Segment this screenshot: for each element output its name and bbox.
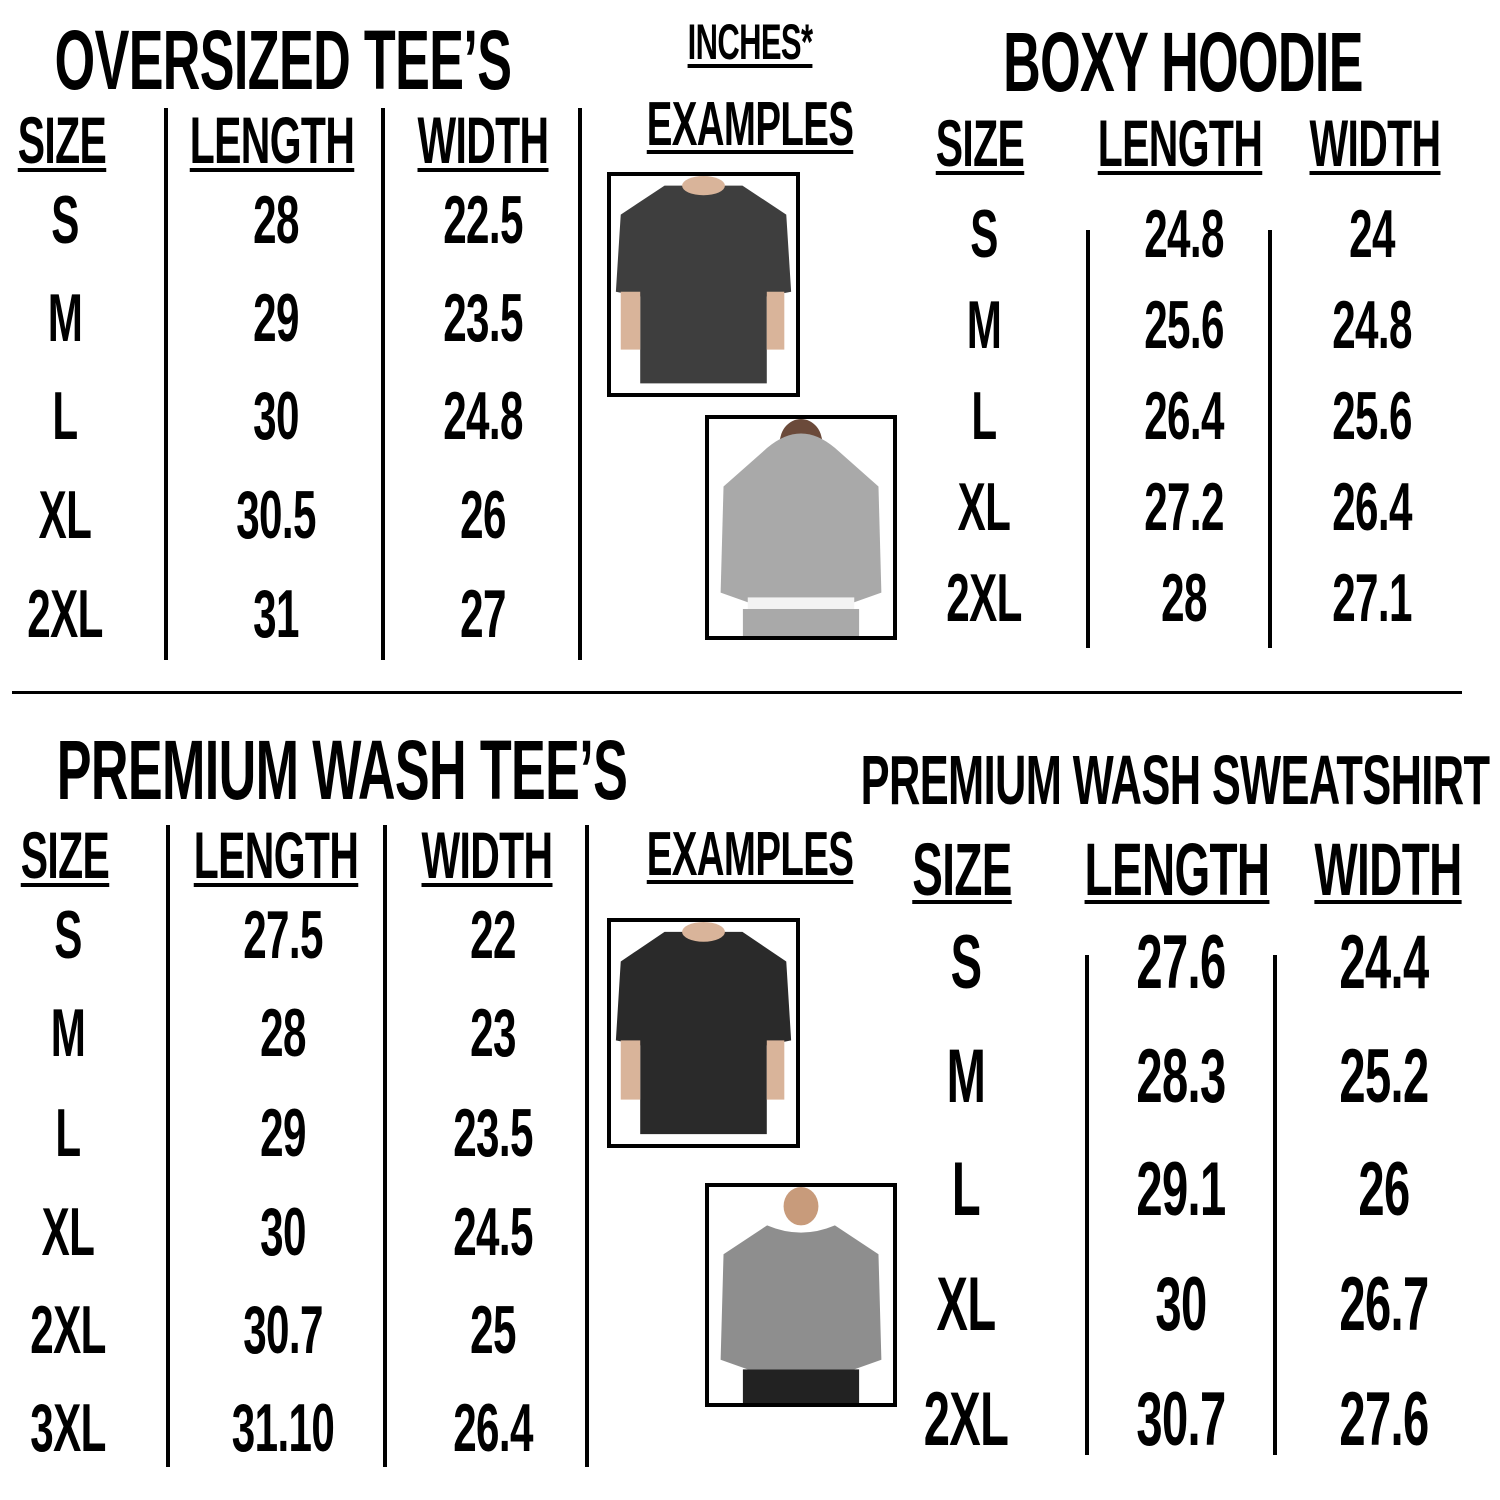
oversized-tees-width-cell: 26 xyxy=(460,477,506,553)
premium-wash-sweatshirt-length-cell: 30 xyxy=(1155,1262,1207,1347)
premium-wash-sweatshirt-size-cell: XL xyxy=(936,1262,997,1347)
oversized-tees-header-width: WIDTH xyxy=(417,103,550,177)
premium-wash-sweatshirt-size-cell: S xyxy=(950,920,982,1005)
oversized-tees-width-cell: 22.5 xyxy=(443,182,523,258)
premium-wash-sweatshirt-width-cell: 27.6 xyxy=(1339,1377,1429,1462)
premium-wash-tees-length-cell: 27.5 xyxy=(243,897,323,973)
boxy-hoodie-width-cell: 24.8 xyxy=(1332,287,1412,363)
premium-wash-tees-size-cell: L xyxy=(55,1095,81,1171)
boxy-hoodie-size-cell: S xyxy=(970,196,998,272)
premium-wash-sweatshirt-width-cell: 24.4 xyxy=(1339,920,1429,1005)
boxy-hoodie-length-cell: 24.8 xyxy=(1144,196,1224,272)
premium-wash-tees-size-cell: M xyxy=(50,995,86,1071)
column-divider xyxy=(1268,230,1272,648)
premium-wash-tees-width-cell: 26.4 xyxy=(453,1390,533,1466)
boxy-hoodie-size-cell: L xyxy=(971,378,997,454)
oversized-tees-width-cell: 27 xyxy=(460,576,506,652)
premium-wash-sweatshirt-header-width: WIDTH xyxy=(1314,828,1462,911)
oversized-tees-size-cell: XL xyxy=(38,477,92,553)
premium-wash-tee-photo xyxy=(607,918,800,1148)
column-divider xyxy=(164,108,168,660)
premium-wash-tees-width-cell: 23.5 xyxy=(453,1095,533,1171)
premium-wash-tees-header-width: WIDTH xyxy=(421,818,554,892)
premium-wash-tees-width-cell: 24.5 xyxy=(453,1194,533,1270)
column-divider xyxy=(578,108,582,660)
boxy-hoodie-size-cell: XL xyxy=(957,469,1011,545)
oversized-tees-size-cell: M xyxy=(47,280,83,356)
oversized-tees-length-cell: 29 xyxy=(253,280,299,356)
boxy-hoodie-length-cell: 28 xyxy=(1161,560,1207,636)
premium-wash-sweatshirt-size-cell: L xyxy=(951,1147,981,1232)
premium-wash-sweatshirt-length-cell: 27.6 xyxy=(1136,920,1226,1005)
column-divider xyxy=(383,825,387,1467)
premium-wash-sweatshirt-size-cell: 2XL xyxy=(923,1377,1009,1462)
boxy-hoodie-length-cell: 26.4 xyxy=(1144,378,1224,454)
boxy-hoodie-width-cell: 27.1 xyxy=(1332,560,1412,636)
premium-wash-tees-size-cell: S xyxy=(54,897,82,973)
boxy-hoodie-size-cell: M xyxy=(966,287,1002,363)
column-divider xyxy=(585,825,589,1467)
oversized-tees-length-cell: 30 xyxy=(253,378,299,454)
premium-wash-sweatshirt-length-cell: 28.3 xyxy=(1136,1034,1226,1119)
premium-wash-sweatshirt-width-cell: 26.7 xyxy=(1339,1262,1429,1347)
examples-label: EXAMPLES xyxy=(646,90,854,159)
premium-wash-sweatshirt-size-cell: M xyxy=(946,1034,986,1119)
oversized-tees-width-cell: 24.8 xyxy=(443,378,523,454)
premium-wash-tees-length-cell: 30.7 xyxy=(243,1292,323,1368)
column-divider xyxy=(166,825,170,1467)
boxy-hoodie-length-cell: 27.2 xyxy=(1144,469,1224,545)
premium-wash-sweatshirt-width-cell: 26 xyxy=(1358,1147,1410,1232)
oversized-tees-size-cell: 2XL xyxy=(27,576,103,652)
oversized-tees-title: OVERSIZED TEE’S xyxy=(54,13,512,107)
boxy-hoodie-size-cell: 2XL xyxy=(946,560,1022,636)
section-divider xyxy=(12,691,1462,694)
premium-wash-sweatshirt-length-cell: 29.1 xyxy=(1136,1147,1226,1232)
oversized-tees-width-cell: 23.5 xyxy=(443,280,523,356)
boxy-hoodie-title: BOXY HOODIE xyxy=(1003,15,1363,109)
boxy-hoodie-header-width: WIDTH xyxy=(1309,106,1442,180)
oversized-tees-length-cell: 30.5 xyxy=(236,477,316,553)
column-divider xyxy=(1086,230,1090,648)
oversized-tees-size-cell: S xyxy=(51,182,79,258)
oversized-tees-header-size: SIZE xyxy=(17,103,107,177)
oversized-tees-header-length: LENGTH xyxy=(189,103,355,177)
boxy-hoodie-width-cell: 26.4 xyxy=(1332,469,1412,545)
premium-wash-tees-length-cell: 29 xyxy=(260,1095,306,1171)
oversized-tees-length-cell: 28 xyxy=(253,182,299,258)
column-divider xyxy=(1085,955,1089,1455)
oversized-tees-length-cell: 31 xyxy=(253,576,299,652)
premium-wash-tees-length-cell: 28 xyxy=(260,995,306,1071)
premium-wash-tees-width-cell: 22 xyxy=(470,897,516,973)
boxy-hoodie-width-cell: 24 xyxy=(1349,196,1395,272)
premium-wash-tees-size-cell: XL xyxy=(41,1194,95,1270)
boxy-hoodie-header-size: SIZE xyxy=(935,106,1025,180)
premium-wash-sweatshirt-header-length: LENGTH xyxy=(1084,828,1271,911)
premium-wash-tees-header-size: SIZE xyxy=(20,818,110,892)
boxy-hoodie-length-cell: 25.6 xyxy=(1144,287,1224,363)
premium-wash-tees-width-cell: 23 xyxy=(470,995,516,1071)
premium-wash-sweatshirt-photo xyxy=(705,1183,897,1407)
premium-wash-tees-length-cell: 31.10 xyxy=(231,1390,335,1466)
column-divider xyxy=(1273,955,1277,1455)
premium-wash-sweatshirt-width-cell: 25.2 xyxy=(1339,1034,1429,1119)
boxy-hoodie-photo xyxy=(705,415,897,640)
premium-wash-tees-title: PREMIUM WASH TEE’S xyxy=(56,723,628,817)
premium-wash-tees-size-cell: 3XL xyxy=(30,1390,106,1466)
examples-label: EXAMPLES xyxy=(646,820,854,889)
premium-wash-sweatshirt-title: PREMIUM WASH SWEATSHIRT xyxy=(860,741,1490,819)
premium-wash-sweatshirt-length-cell: 30.7 xyxy=(1136,1377,1226,1462)
premium-wash-tees-width-cell: 25 xyxy=(470,1292,516,1368)
premium-wash-sweatshirt-header-size: SIZE xyxy=(912,828,1012,911)
boxy-hoodie-header-length: LENGTH xyxy=(1097,106,1263,180)
units-label: INCHES* xyxy=(687,14,813,70)
oversized-tee-photo xyxy=(607,172,800,397)
premium-wash-tees-size-cell: 2XL xyxy=(30,1292,106,1368)
column-divider xyxy=(381,108,385,660)
boxy-hoodie-width-cell: 25.6 xyxy=(1332,378,1412,454)
premium-wash-tees-length-cell: 30 xyxy=(260,1194,306,1270)
oversized-tees-size-cell: L xyxy=(52,378,78,454)
premium-wash-tees-header-length: LENGTH xyxy=(193,818,359,892)
